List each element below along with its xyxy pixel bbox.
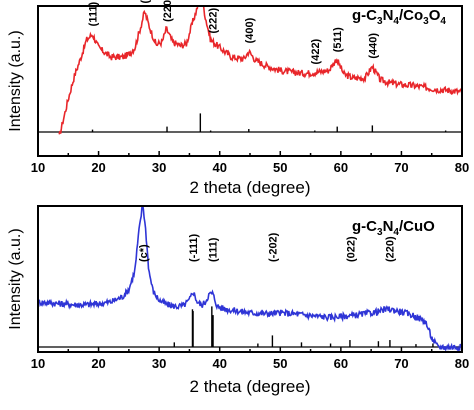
x-tick-label: 70 [394,356,408,371]
peak-annotation: (-111) [188,234,200,262]
panel-2: 10 20 30 40 50 60 70 80 2 theta (degree) Intensit… [7,205,469,396]
y-axis-label: Intensity (a.u.) [7,30,24,131]
x-tick-label: 60 [334,356,348,371]
x-tick-label: 50 [273,160,287,175]
x-tick-label: 70 [394,160,408,175]
panel-1: 10 20 30 40 50 60 70 80 2 theta (degree) Intensit… [7,0,469,197]
peak-annotation: (440) [367,33,379,59]
peak-annotation: (400) [244,17,256,43]
x-tick-label: 60 [334,160,348,175]
peak-annotation: (222) [207,8,219,34]
peak-annotation: (511) [332,27,344,52]
peak-annotation: (422) [310,38,322,64]
peak-annotation: (022) [346,236,358,262]
x-tick-label: 30 [152,160,166,175]
reference-pattern [38,113,462,133]
x-tick-label: 20 [91,160,105,175]
x-tick-label: 40 [212,160,226,175]
xrd-curve [38,206,462,352]
peak-annotation: (220) [162,0,174,22]
x-tick-label: 40 [212,356,226,371]
x-tick-label: 80 [455,160,469,175]
reference-pattern [38,306,462,348]
x-tick-label: 50 [273,356,287,371]
peak-annotation: (111) [207,237,219,262]
x-axis-label: 2 theta (degree) [190,178,311,197]
panel-title: g-C3N4/Co3O4 [352,7,446,27]
xrd-curve [58,6,462,135]
peak-annotation: (111) [88,1,100,26]
y-axis-label: Intensity (a.u.) [7,228,24,329]
x-tick-label: 80 [455,356,469,371]
x-tick-label: 10 [31,160,45,175]
x-axis-label: 2 theta (degree) [190,377,311,396]
peak-annotation: (c*) [140,0,152,4]
x-tick-label: 10 [31,356,45,371]
x-tick-label: 20 [91,356,105,371]
panel-title: g-C3N4/CuO [352,218,435,238]
peak-annotation: (c*) [138,244,150,262]
x-tick-label: 30 [152,356,166,371]
peak-annotation: (220) [384,236,396,262]
peak-annotation: (-202) [267,232,279,262]
